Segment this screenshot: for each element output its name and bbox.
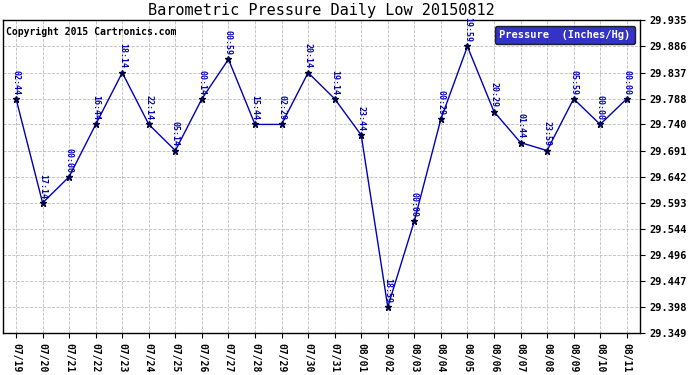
Text: 00:00: 00:00 bbox=[595, 95, 604, 120]
Text: 05:59: 05:59 bbox=[569, 70, 578, 94]
Text: 00:29: 00:29 bbox=[436, 90, 445, 115]
Text: 00:00: 00:00 bbox=[65, 148, 74, 172]
Text: 23:59: 23:59 bbox=[542, 122, 551, 146]
Text: 01:44: 01:44 bbox=[516, 113, 525, 138]
Text: 02:44: 02:44 bbox=[12, 70, 21, 94]
Text: 00:00: 00:00 bbox=[622, 70, 631, 94]
Text: 23:44: 23:44 bbox=[357, 106, 366, 131]
Text: 02:29: 02:29 bbox=[277, 95, 286, 120]
Text: 00:00: 00:00 bbox=[410, 192, 419, 217]
Legend: Pressure  (Inches/Hg): Pressure (Inches/Hg) bbox=[495, 26, 635, 44]
Text: 15:44: 15:44 bbox=[250, 95, 259, 120]
Text: 20:14: 20:14 bbox=[304, 44, 313, 69]
Text: 00:14: 00:14 bbox=[197, 70, 206, 94]
Text: 05:14: 05:14 bbox=[171, 122, 180, 146]
Text: 17:14: 17:14 bbox=[38, 174, 47, 199]
Text: 19:14: 19:14 bbox=[330, 70, 339, 94]
Title: Barometric Pressure Daily Low 20150812: Barometric Pressure Daily Low 20150812 bbox=[148, 3, 495, 18]
Text: 20:29: 20:29 bbox=[489, 82, 498, 108]
Text: 18:59: 18:59 bbox=[383, 278, 393, 303]
Text: Copyright 2015 Cartronics.com: Copyright 2015 Cartronics.com bbox=[6, 27, 177, 37]
Text: 22:14: 22:14 bbox=[144, 95, 153, 120]
Text: 18:14: 18:14 bbox=[118, 44, 127, 69]
Text: 19:59: 19:59 bbox=[463, 17, 472, 42]
Text: 00:59: 00:59 bbox=[224, 30, 233, 55]
Text: 16:44: 16:44 bbox=[91, 95, 100, 120]
